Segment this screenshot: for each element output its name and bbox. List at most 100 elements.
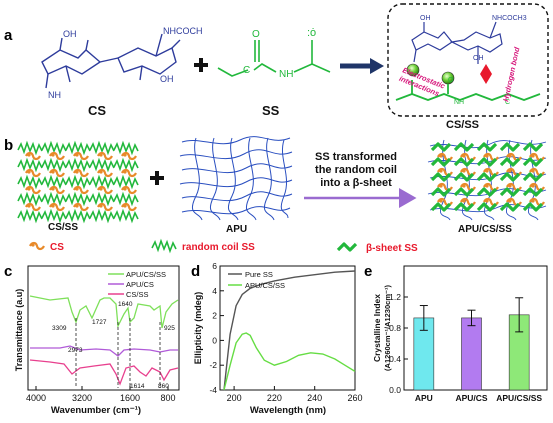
cs-chain <box>48 151 66 161</box>
inset-ss-chain <box>395 80 541 101</box>
random-coil-ss <box>17 176 43 188</box>
bar-ylabel-2: (A1260cm⁻¹/A1230cm⁻¹) <box>383 285 392 371</box>
inset-nh: NH <box>454 99 464 106</box>
random-coil-ss <box>89 193 115 205</box>
ftir-annot-925: 925 <box>164 325 175 332</box>
legend-cs-icon <box>28 241 46 251</box>
beta-sheet-ss <box>499 157 521 167</box>
beta-sheet-ss <box>453 187 475 197</box>
cd-ticks: 200 220 240 260 -4 -2 0 2 4 6 <box>209 261 362 403</box>
plus-icon-a <box>194 58 208 72</box>
cd-xlabel: Wavelength (nm) <box>250 405 326 416</box>
bar-y-tick-label: 1.2 <box>389 292 401 302</box>
beta-sheet-ss <box>453 142 475 152</box>
random-coil-ss <box>41 210 67 222</box>
cs-chain <box>96 202 114 212</box>
cs-chain <box>120 151 138 161</box>
random-coil-ss <box>89 176 115 188</box>
ftir-x-ticks: 4000 3200 1600 800 <box>26 386 176 403</box>
random-coil-ss <box>65 193 91 205</box>
random-coil-ss <box>113 210 139 222</box>
beta-sheet-ss <box>476 142 498 152</box>
beta-sheet-ss <box>522 187 544 197</box>
beta-sheet-ss <box>453 157 475 167</box>
ftir-series-apu-cs-ss <box>29 295 179 329</box>
beta-sheet-ss <box>476 187 498 197</box>
cd-y-tick-label: 4 <box>212 286 217 296</box>
apu-label: APU <box>226 224 247 235</box>
random-coil-ss <box>65 210 91 222</box>
ftir-legend-3: CS/SS <box>126 290 149 299</box>
bar-category-label-3: APU/CS/SS <box>496 393 542 403</box>
random-coil-ss <box>17 210 43 222</box>
cs-nh2: NH <box>48 90 61 100</box>
bar-2 <box>461 317 482 391</box>
cs-chain <box>120 168 138 178</box>
cs-chain <box>72 168 90 178</box>
bar-category-label-2: APU/CS <box>455 393 487 403</box>
ftir-annot-2973: 2973 <box>68 347 83 354</box>
random-coil-ss <box>41 176 67 188</box>
beta-sheet-ss <box>499 202 521 212</box>
cd-y-tick-label: 2 <box>212 311 217 321</box>
cd-y-tick-label: -4 <box>209 385 217 395</box>
random-coil-ss <box>41 142 67 154</box>
cd-y-tick-label: 0 <box>212 335 217 345</box>
crystalline-index-chart: 0.0 0.4 0.8 1.2 APU APU/CS APU/CS/SS Crystall… <box>372 265 548 403</box>
ftir-annot-3309: 3309 <box>52 325 67 332</box>
ftir-guides <box>75 318 161 388</box>
ftir-series-apu-cs <box>30 345 178 357</box>
ftir-axes-frame <box>27 265 180 391</box>
panel-label-c: c <box>4 263 12 280</box>
interaction-inset <box>387 3 549 117</box>
arrow-text-1: SS transformed <box>315 151 397 163</box>
random-coil-ss <box>65 176 91 188</box>
bar-category-label-1: APU <box>415 393 433 403</box>
cs-nhcoch3: NHCOCH <box>163 26 203 36</box>
ftir-annot-860: 860 <box>158 383 169 390</box>
cs-structure <box>41 33 181 89</box>
beta-sheet-ss <box>522 172 544 182</box>
beta-sheet-ss <box>476 172 498 182</box>
cs-chain <box>24 185 42 195</box>
arrow-text-3: into a β-sheet <box>320 177 392 189</box>
cs-chain <box>24 168 42 178</box>
cs-chain <box>72 185 90 195</box>
cs-chain <box>24 151 42 161</box>
cs-label: CS <box>88 103 106 118</box>
bar-ylabel-1: Crystalline Index <box>372 294 382 362</box>
ftir-legend-1: APU/CS/SS <box>126 270 166 279</box>
cd-x-tick-label: 220 <box>267 393 282 403</box>
random-coil-ss <box>89 142 115 154</box>
ss-o-carbonyl: O <box>252 29 260 40</box>
cs-chain <box>120 202 138 212</box>
legend-beta-sheet: β-sheet SS <box>366 243 418 254</box>
cs-ss-network <box>17 142 139 222</box>
cd-chart: 200 220 240 260 -4 -2 0 2 4 6 Pure SS APU/CS/SS W… <box>193 261 363 416</box>
beta-sheet-ss <box>499 187 521 197</box>
arrow-head-a <box>370 58 384 74</box>
plus-icon-b <box>150 171 164 185</box>
inset-oh-a: OH <box>420 15 431 22</box>
beta-sheet-ss <box>476 157 498 167</box>
ftir-x-tick-label: 3200 <box>72 393 92 403</box>
ftir-x-tick-label: 1600 <box>120 393 140 403</box>
cd-x-tick-label: 260 <box>347 393 362 403</box>
legend-beta-sheet-icon <box>336 242 358 252</box>
ftir-x-tick-label: 4000 <box>26 393 46 403</box>
apu-mesh <box>179 136 293 221</box>
cd-legend-1: Pure SS <box>245 270 273 279</box>
cs-ss-label-b: CS/SS <box>48 222 78 233</box>
random-coil-ss <box>113 159 139 171</box>
bar-y-tick-label: 0.8 <box>389 323 401 333</box>
bar-ticks: 0.0 0.4 0.8 1.2 <box>389 292 408 395</box>
beta-sheet-ss <box>499 142 521 152</box>
hydrogen-bond-label: Hydrogen bond <box>501 46 521 102</box>
cd-x-tick-label: 200 <box>227 393 242 403</box>
ftir-legend-2: APU/CS <box>126 280 154 289</box>
legend-random-coil-icon <box>151 240 177 252</box>
beta-sheet-ss <box>430 187 452 197</box>
cs-chain <box>24 202 42 212</box>
cs-oh-left: OH <box>63 29 77 39</box>
